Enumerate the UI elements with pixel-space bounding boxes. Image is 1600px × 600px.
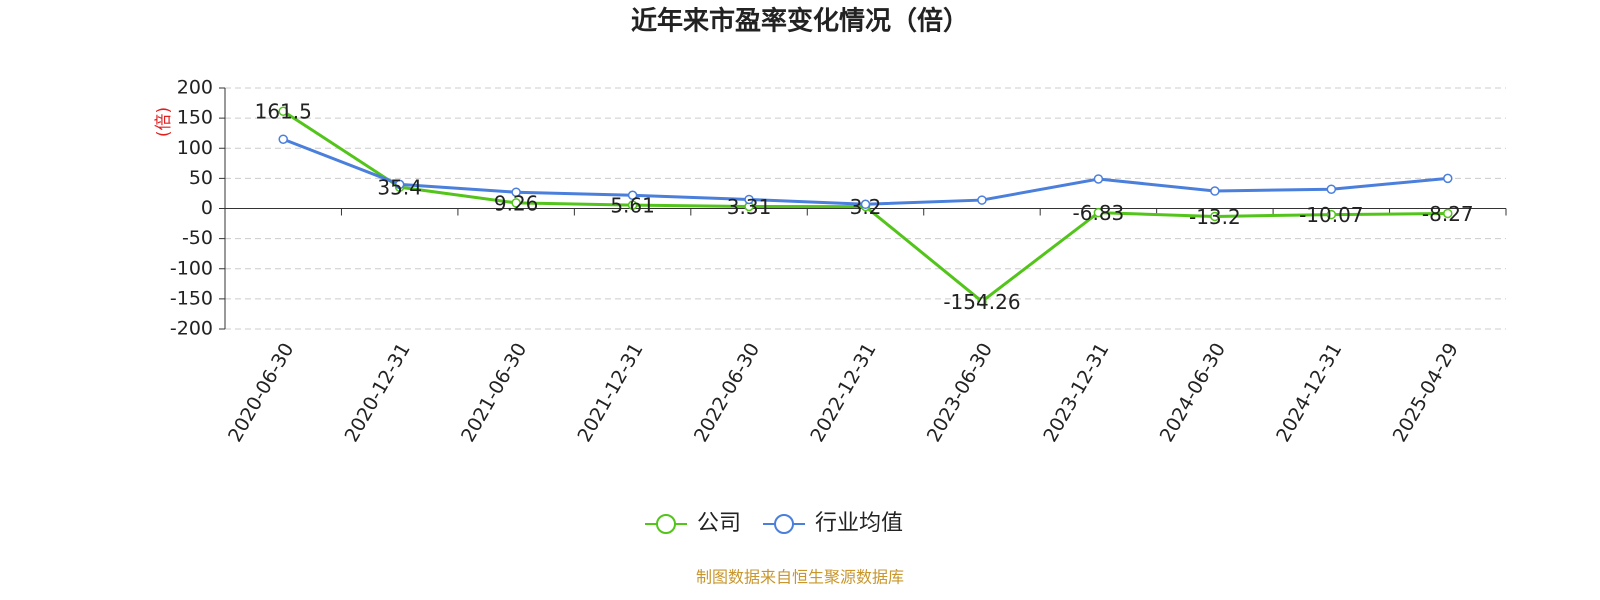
y-tick-label: 200 (177, 77, 213, 99)
point (860, 199, 871, 210)
point (1326, 184, 1337, 194)
y-tick-label: 100 (177, 137, 213, 159)
point (278, 106, 288, 116)
legend-label: 行业均值 (815, 511, 903, 536)
data-label: 3.31 (727, 195, 772, 219)
x-tick-label: 2023-06-30 (923, 339, 997, 446)
y-tick-label: 150 (177, 107, 213, 129)
data-label: 161.5 (255, 100, 312, 124)
data-label: -154.26 (943, 290, 1020, 314)
y-tick-label: -200 (170, 318, 213, 340)
data-label: -8.27 (1422, 202, 1474, 226)
y-tick-label: -150 (170, 287, 213, 309)
data-label: 3.2 (850, 195, 882, 219)
data-label: -10.07 (1299, 203, 1363, 227)
data-label: 5.61 (610, 194, 655, 218)
data-label: -6.83 (1073, 201, 1125, 225)
point (1443, 208, 1453, 219)
point (1093, 207, 1104, 218)
x-tick-label: 2020-06-30 (224, 339, 298, 446)
point (1210, 211, 1220, 222)
point (977, 296, 987, 307)
x-tick-label: 2021-06-30 (457, 339, 531, 446)
point (627, 190, 638, 200)
data-label: 9.26 (494, 191, 539, 215)
x-tick-label: 2024-12-31 (1272, 339, 1346, 446)
point (394, 179, 405, 190)
data-label: -13.2 (1189, 205, 1241, 229)
point (1443, 173, 1453, 184)
x-tick-label: 2020-12-31 (341, 339, 415, 446)
point (1093, 174, 1104, 184)
data-label: 35.4 (377, 176, 422, 200)
point (1326, 209, 1337, 220)
x-tick-label: 2023-12-31 (1039, 339, 1113, 446)
legend-marker (774, 514, 795, 534)
y-tick-label: -50 (182, 227, 213, 249)
point (278, 134, 288, 144)
point (977, 195, 987, 205)
point (744, 194, 754, 205)
legend-marker (656, 514, 676, 534)
point (511, 198, 521, 208)
x-tick-label: 2022-06-30 (690, 339, 764, 446)
y-tick-label: 0 (201, 197, 213, 219)
y-tick-label: 50 (189, 167, 213, 189)
x-tick-label: 2022-12-31 (806, 339, 880, 446)
legend-label: 公司 (697, 511, 741, 536)
x-tick-label: 2024-06-30 (1156, 339, 1230, 446)
point (1210, 186, 1220, 196)
source-note: 制图数据来自恒生聚源数据库 (696, 568, 904, 587)
y-axis-label: (倍) (154, 107, 174, 137)
point (511, 187, 521, 197)
x-tick-label: 2021-12-31 (573, 339, 647, 446)
point (627, 200, 638, 210)
y-tick-label: -100 (170, 257, 213, 279)
chart-title: 近年来市盈率变化情况（倍） (631, 6, 969, 37)
x-tick-label: 2025-04-29 (1389, 339, 1463, 446)
